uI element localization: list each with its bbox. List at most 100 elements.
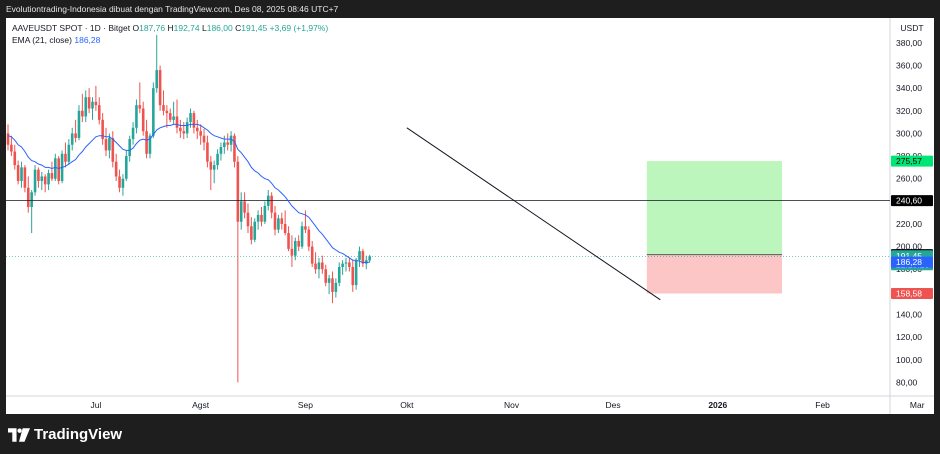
candle-body — [300, 226, 304, 247]
candle-body — [256, 214, 260, 222]
tradingview-logo-icon — [8, 427, 30, 442]
y-tick-label: 260,00 — [896, 174, 922, 184]
candle-body — [337, 266, 341, 283]
candle-body — [189, 113, 192, 123]
high-value: 192,74 — [173, 23, 200, 33]
candle-body — [54, 158, 57, 179]
header-caption: Evolutiontrading-Indonesia dibuat dengan… — [6, 4, 339, 14]
price-label-box — [891, 155, 933, 167]
candle-body — [260, 214, 263, 222]
x-tick-label: Sep — [298, 400, 313, 410]
candle-body — [283, 223, 287, 234]
candle-body — [229, 135, 233, 145]
y-tick-label: 340,00 — [896, 83, 922, 93]
y-tick-label: 300,00 — [896, 128, 922, 138]
profit-zone — [646, 161, 783, 255]
candle-body — [77, 110, 81, 138]
candle-body — [202, 135, 206, 143]
time-axis: Jul Agst Sep Okt Nov Des 2026 Feb Mar — [90, 400, 924, 410]
candle-body — [121, 178, 125, 188]
candle-body — [223, 142, 226, 148]
candle-body — [310, 246, 314, 264]
x-tick-label: Nov — [504, 400, 520, 410]
y-tick-label: 380,00 — [896, 38, 922, 48]
candle-body — [108, 137, 111, 151]
candle-body — [145, 131, 148, 154]
candlestick-chart[interactable]: USDT380,00360,00340,00320,00300,00280,00… — [6, 18, 934, 414]
candle-body — [277, 218, 280, 230]
candle-body — [358, 251, 361, 261]
overlays — [6, 123, 890, 301]
candle-body — [175, 116, 179, 128]
candle-body — [331, 278, 334, 292]
candle-body — [152, 88, 155, 136]
price-labels: 275,57240,60192,87191,4522:13:16186,2815… — [891, 155, 933, 299]
candle-body — [307, 229, 311, 247]
candle-body — [158, 70, 162, 106]
candle-body — [212, 165, 216, 170]
symbol-label[interactable]: AAVEUSDT SPOT · 1D · Bitget — [12, 23, 131, 33]
candle-body — [30, 192, 33, 207]
price-label-text: 240,60 — [896, 196, 922, 206]
x-tick-label: Jul — [90, 400, 101, 410]
candle-body — [70, 133, 74, 145]
candle-body — [219, 147, 223, 154]
candle-body — [172, 116, 175, 120]
candle-body — [87, 97, 91, 109]
candle-body — [182, 131, 186, 134]
ema-label[interactable]: EMA (21, close) — [12, 35, 72, 45]
candle-body — [141, 108, 145, 132]
candle-body — [297, 240, 300, 247]
candle-body — [199, 131, 202, 136]
candle-body — [33, 169, 37, 193]
candle-body — [67, 144, 71, 162]
candle-body — [84, 97, 88, 117]
candle-body — [341, 263, 344, 267]
candle-body — [131, 127, 135, 140]
candle-body — [321, 262, 324, 270]
legend-ohlc: AAVEUSDT SPOT · 1D · Bitget O187,76 H192… — [12, 22, 328, 34]
candle-body — [94, 101, 98, 106]
legend-ema: EMA (21, close) 186,28 — [12, 34, 328, 46]
chart-panel[interactable]: USDT380,00360,00340,00320,00300,00280,00… — [6, 18, 934, 414]
y-tick-label: 100,00 — [896, 355, 922, 365]
candle-body — [192, 113, 196, 128]
ema-line — [7, 123, 370, 263]
trendline — [406, 127, 661, 301]
candle-body — [104, 139, 108, 151]
grid — [6, 18, 934, 414]
footer-brand[interactable]: TradingView — [8, 426, 122, 443]
ema-value: 186,28 — [74, 35, 101, 45]
candle-body — [37, 169, 40, 181]
x-tick-label: Des — [605, 400, 620, 410]
candle-body — [324, 269, 328, 283]
candle-body — [327, 278, 331, 283]
candle-body — [97, 105, 101, 120]
candle-body — [128, 139, 131, 157]
candle-body — [364, 260, 368, 264]
candle-body — [236, 161, 240, 222]
price-label-text: 275,57 — [896, 156, 922, 166]
close-key: C — [235, 23, 242, 33]
price-label-box — [891, 195, 933, 207]
candle-body — [239, 201, 243, 222]
y-tick-label: 200,00 — [896, 242, 922, 252]
low-value: 186,00 — [206, 23, 233, 33]
candle-body — [101, 119, 104, 140]
open-value: 187,76 — [139, 23, 166, 33]
candle-body — [179, 127, 182, 132]
candle-body — [43, 176, 47, 185]
candle-body — [40, 176, 44, 181]
candle-body — [206, 142, 209, 162]
candle-body — [317, 262, 321, 270]
candle-body — [114, 161, 118, 177]
candle-body — [111, 137, 115, 162]
open-key: O — [132, 23, 140, 33]
candle-body — [361, 251, 365, 264]
candle-body — [233, 135, 236, 162]
candle-body — [10, 144, 13, 152]
candle-body — [209, 161, 213, 170]
candle-body — [250, 226, 253, 240]
candle-body — [348, 262, 351, 267]
candle-body — [243, 201, 246, 213]
